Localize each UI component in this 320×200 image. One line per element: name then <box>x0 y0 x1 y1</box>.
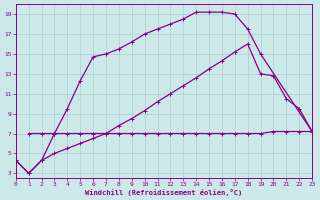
X-axis label: Windchill (Refroidissement éolien,°C): Windchill (Refroidissement éolien,°C) <box>85 189 243 196</box>
